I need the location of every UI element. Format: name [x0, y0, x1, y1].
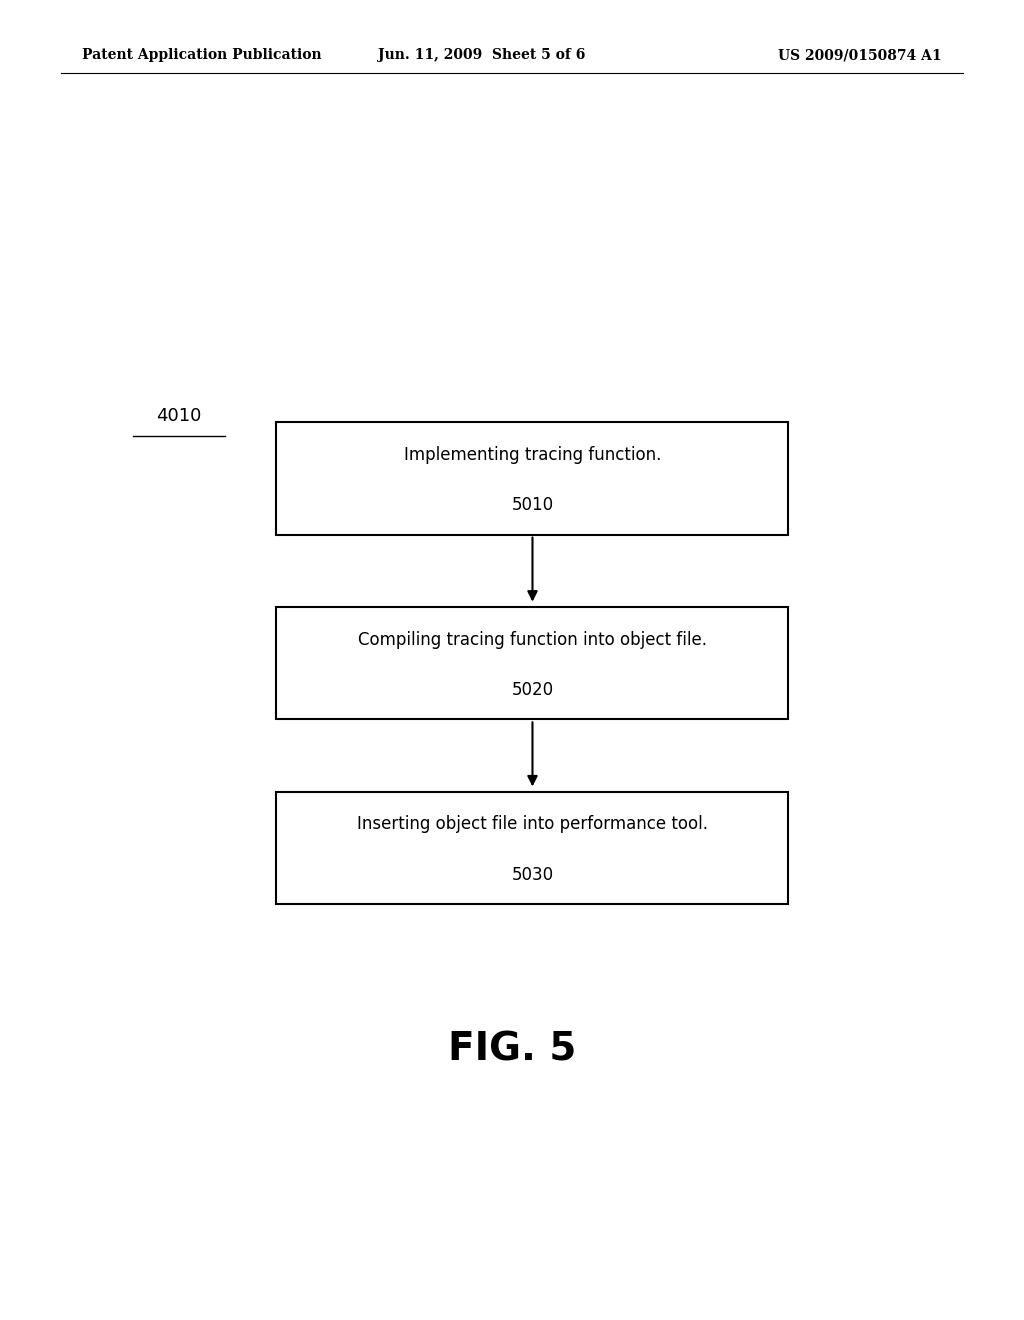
Text: US 2009/0150874 A1: US 2009/0150874 A1 — [778, 49, 942, 62]
FancyBboxPatch shape — [276, 422, 788, 535]
Text: FIG. 5: FIG. 5 — [447, 1031, 577, 1068]
FancyBboxPatch shape — [276, 607, 788, 719]
Text: Compiling tracing function into object file.: Compiling tracing function into object f… — [358, 631, 707, 648]
FancyBboxPatch shape — [276, 792, 788, 904]
Text: Inserting object file into performance tool.: Inserting object file into performance t… — [357, 816, 708, 833]
Text: 4010: 4010 — [157, 407, 202, 425]
Text: Jun. 11, 2009  Sheet 5 of 6: Jun. 11, 2009 Sheet 5 of 6 — [378, 49, 585, 62]
Text: Implementing tracing function.: Implementing tracing function. — [403, 446, 662, 463]
Text: 5030: 5030 — [511, 866, 554, 883]
Text: 5010: 5010 — [511, 496, 554, 513]
Text: Patent Application Publication: Patent Application Publication — [82, 49, 322, 62]
Text: 5020: 5020 — [511, 681, 554, 698]
